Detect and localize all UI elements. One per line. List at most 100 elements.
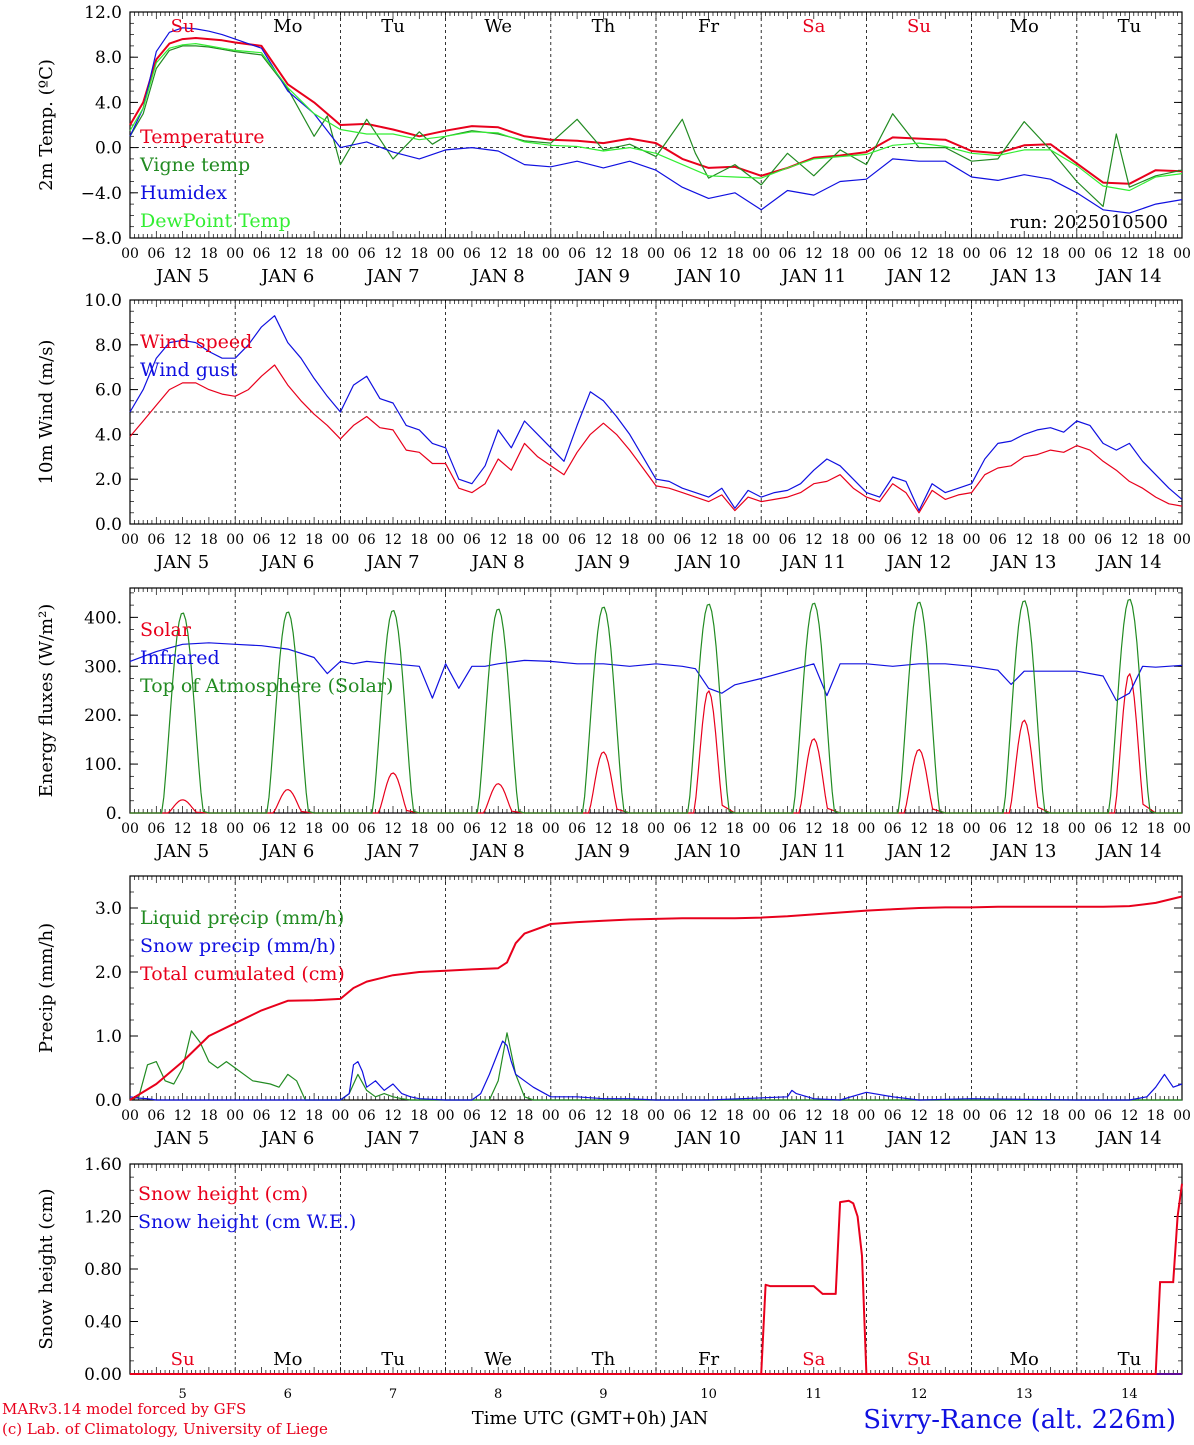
hour-label: 18 [831, 532, 849, 548]
y-axis-label: 10m Wind (m/s) [36, 340, 57, 485]
hour-label: 12 [489, 821, 507, 837]
date-label: JAN 8 [470, 1128, 525, 1149]
y-tick-label: 1.0 [95, 1027, 122, 1047]
weekday-label: Su [907, 1349, 931, 1370]
hour-label: 06 [253, 246, 271, 262]
hour-label: 00 [647, 1108, 665, 1124]
legend-entry: Top of Atmosphere (Solar) [140, 675, 393, 697]
hour-label: 12 [1015, 532, 1033, 548]
hour-label: 18 [305, 532, 323, 548]
hour-label: 06 [358, 532, 376, 548]
series-line-vigne-temp [129, 45, 1183, 207]
hour-label: 06 [1094, 532, 1112, 548]
hour-label: 18 [831, 1108, 849, 1124]
hour-label: 18 [726, 532, 744, 548]
hour-label: 06 [989, 1108, 1007, 1124]
hour-label: 00 [1068, 246, 1086, 262]
snow-tail-line [130, 1183, 1183, 1375]
day-number: 12 [911, 1387, 928, 1402]
weekday-label: Tu [381, 1349, 405, 1370]
y-tick-label: 0.00 [84, 1365, 122, 1385]
day-number: 13 [1016, 1387, 1033, 1402]
hour-label: 12 [700, 246, 718, 262]
hour-label: 06 [673, 1108, 691, 1124]
hour-label: 12 [489, 1108, 507, 1124]
hour-label: 12 [700, 532, 718, 548]
hour-label: 06 [779, 1108, 797, 1124]
hour-label: 18 [516, 1108, 534, 1124]
date-label: JAN 9 [575, 552, 630, 573]
y-tick-label: 0.80 [84, 1260, 122, 1280]
hour-label: 00 [542, 532, 560, 548]
date-label: JAN 14 [1095, 1128, 1162, 1149]
hour-label: 00 [437, 246, 455, 262]
hour-label: 06 [463, 821, 481, 837]
day-number: 8 [494, 1387, 502, 1402]
weekday-label: Tu [381, 16, 405, 37]
date-label: JAN 9 [575, 841, 630, 862]
hour-label: 18 [410, 1108, 428, 1124]
weekday-label: Fr [698, 16, 719, 37]
hour-label: 18 [726, 246, 744, 262]
hour-label: 00 [542, 821, 560, 837]
day-number: 9 [599, 1387, 607, 1402]
hour-label: 18 [936, 246, 954, 262]
y-tick-label: 400. [84, 608, 122, 628]
legend-entry: Humidex [140, 182, 227, 204]
day-number: 5 [178, 1387, 186, 1402]
hour-label: 18 [621, 532, 639, 548]
hour-label: 06 [463, 1108, 481, 1124]
panel-3: 400. 300. 200. 100. 0. Energy fluxes (W/m²) So… [36, 587, 1191, 862]
hour-label: 12 [1015, 821, 1033, 837]
hour-label: 12 [1120, 1108, 1138, 1124]
hour-label: 00 [331, 821, 349, 837]
hour-label: 18 [410, 821, 428, 837]
hour-label: 12 [279, 821, 297, 837]
weekday-label: Sa [802, 1349, 825, 1370]
weekday-label: Mo [1010, 1349, 1039, 1370]
series-line-top-of-atmosphere-solar- [130, 598, 1182, 814]
weekday-label: Sa [802, 16, 825, 37]
y-tick-label: 2.0 [95, 963, 122, 983]
hour-label: 00 [963, 246, 981, 262]
hour-label: 12 [384, 1108, 402, 1124]
weekday-label: Fr [698, 1349, 719, 1370]
hour-label: 06 [358, 821, 376, 837]
weekday-label: Mo [273, 16, 302, 37]
date-label: JAN 11 [780, 841, 847, 862]
hour-label: 12 [910, 1108, 928, 1124]
hour-label: 18 [305, 1108, 323, 1124]
hour-label: 12 [805, 821, 823, 837]
legend-entry: Liquid precip (mm/h) [140, 907, 344, 929]
hour-label: 12 [489, 246, 507, 262]
date-label: JAN 7 [364, 841, 419, 862]
hour-label: 12 [384, 532, 402, 548]
hour-label: 00 [542, 246, 560, 262]
hour-label: 00 [542, 1108, 560, 1124]
hour-label: 06 [884, 821, 902, 837]
y-axis-label: Snow height (cm) [36, 1188, 57, 1349]
y-tick-label: 100. [84, 755, 122, 775]
weekday-label: Th [592, 16, 616, 37]
y-tick-label: −8.0 [81, 229, 122, 249]
hour-label: 00 [121, 246, 139, 262]
hour-label: 18 [831, 246, 849, 262]
day-number: 11 [806, 1387, 823, 1402]
hour-label: 18 [516, 821, 534, 837]
hour-label: 00 [121, 1108, 139, 1124]
day-number: 10 [700, 1387, 717, 1402]
date-label: JAN 5 [154, 1128, 209, 1149]
hour-label: 18 [516, 532, 534, 548]
hour-label: 00 [647, 532, 665, 548]
hour-label: 00 [752, 532, 770, 548]
date-label: JAN 7 [364, 266, 419, 287]
hour-label: 18 [1042, 532, 1060, 548]
plot-frame [129, 587, 1183, 814]
hour-label: 00 [647, 246, 665, 262]
hour-label: 12 [1015, 246, 1033, 262]
hour-label: 06 [673, 246, 691, 262]
legend-entry: Solar [140, 619, 192, 641]
weekday-label: Tu [1118, 1349, 1142, 1370]
series-line-temperature [129, 37, 1183, 185]
x-axis-label: Time UTC (GMT+0h) JAN [472, 1408, 709, 1429]
